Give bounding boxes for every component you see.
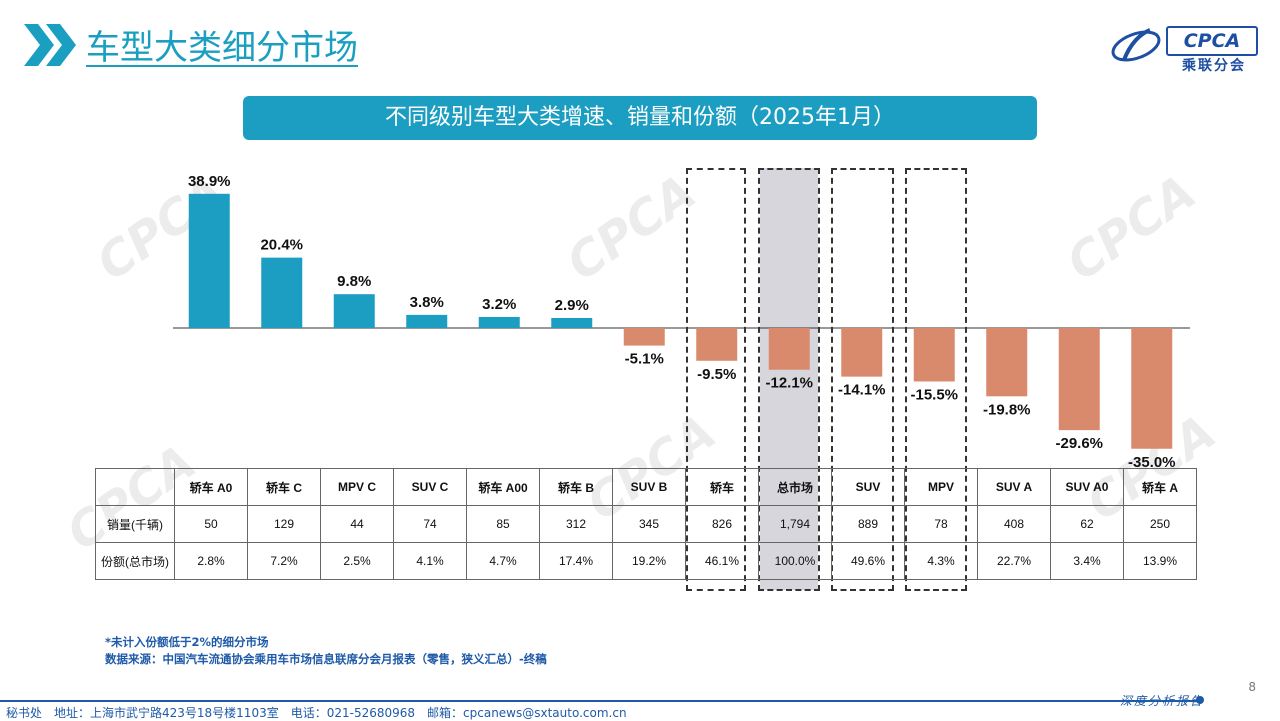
table-cell: 62 <box>1050 505 1124 543</box>
footer-divider <box>0 700 1200 702</box>
table-header-cell: 轿车 A0 <box>174 468 248 506</box>
table-row-label: 销量(千辆) <box>95 505 175 543</box>
table-cell: 345 <box>612 505 686 543</box>
table-cell: 312 <box>539 505 613 543</box>
bar <box>261 257 303 328</box>
data-label: 2.9% <box>555 297 589 314</box>
table-cell: 50 <box>174 505 248 543</box>
bar <box>1131 328 1173 449</box>
highlight-box-sedan <box>686 168 746 591</box>
table-header-cell: 总市场 <box>758 468 832 506</box>
data-label: -9.5% <box>697 366 736 383</box>
data-label: -12.1% <box>765 375 813 392</box>
bar <box>551 317 593 328</box>
table-header-cell: MPV <box>904 468 978 506</box>
table-header-cell: MPV C <box>320 468 394 506</box>
page-number: 8 <box>1248 680 1256 694</box>
bar <box>841 328 883 377</box>
cpca-logo-icon <box>1111 28 1161 62</box>
data-label: 38.9% <box>188 173 231 190</box>
table-cell: 889 <box>831 505 905 543</box>
data-label: -19.8% <box>983 401 1031 418</box>
table-header-cell: SUV C <box>393 468 467 506</box>
table-cell: 7.2% <box>247 542 321 580</box>
table-cell: 22.7% <box>977 542 1051 580</box>
table-cell: 408 <box>977 505 1051 543</box>
table-cell: 13.9% <box>1123 542 1197 580</box>
table-cell: 74 <box>393 505 467 543</box>
data-label: 20.4% <box>260 237 303 254</box>
chart-banner: 不同级别车型大类增速、销量和份额（2025年1月） <box>243 96 1037 140</box>
table-cell: 1,794 <box>758 505 832 543</box>
bar <box>1058 328 1100 431</box>
bar <box>623 328 665 346</box>
table-header-cell: SUV A <box>977 468 1051 506</box>
table-cell: 49.6% <box>831 542 905 580</box>
data-label: 9.8% <box>337 273 371 290</box>
note-data-source: 数据来源：中国汽车流通协会乘用车市场信息联席分会月报表（零售，狭义汇总）-终稿 <box>105 652 547 666</box>
table-cell: 250 <box>1123 505 1197 543</box>
data-table: 轿车 A0 轿车 C MPV C SUV C 轿车 A00 轿车 B SUV B… <box>95 468 1197 580</box>
bar <box>406 314 448 328</box>
table-header-cell: SUV <box>831 468 905 506</box>
logo-subtitle: 乘联分会 <box>1182 58 1246 74</box>
table-cell: 4.3% <box>904 542 978 580</box>
data-label: 3.8% <box>410 294 444 311</box>
table-cell: 85 <box>466 505 540 543</box>
bar <box>478 316 520 328</box>
table-cell: 4.1% <box>393 542 467 580</box>
footer-dot <box>1196 696 1204 704</box>
table-cell: 44 <box>320 505 394 543</box>
table-cell: 129 <box>247 505 321 543</box>
bar <box>333 294 375 328</box>
table-header-cell: SUV A0 <box>1050 468 1124 506</box>
table-row-label: 份额(总市场) <box>95 542 175 580</box>
bar <box>913 328 955 382</box>
table-cell: 2.5% <box>320 542 394 580</box>
logo-text: CPCA <box>1166 26 1258 56</box>
bar <box>188 193 230 328</box>
bar <box>696 328 738 361</box>
table-cell: 2.8% <box>174 542 248 580</box>
header: 车型大类细分市场 CPCA 乘联分会 <box>0 0 1280 80</box>
bar-chart: 38.9% 20.4% 9.8% 3.8% 3.2% 2.9% -5.1% -9.5% -12.… <box>173 173 1190 470</box>
table-cell: 46.1% <box>685 542 759 580</box>
note-share-threshold: *未计入份额低于2%的细分市场 <box>105 635 269 649</box>
notes: *未计入份额低于2%的细分市场 数据来源：中国汽车流通协会乘用车市场信息联席分会… <box>105 634 547 668</box>
table-cell: 826 <box>685 505 759 543</box>
data-label: -35.0% <box>1128 454 1176 470</box>
footer-address: 秘书处 地址：上海市武宁路423号18号楼1103室 电话：021-526809… <box>6 706 627 720</box>
bar <box>986 328 1028 397</box>
table-header-row: 轿车 A0 轿车 C MPV C SUV C 轿车 A00 轿车 B SUV B… <box>95 468 1197 506</box>
table-cell: 19.2% <box>612 542 686 580</box>
table-header-cell: 轿车 C <box>247 468 321 506</box>
highlight-box-suv <box>831 168 894 591</box>
bar <box>768 328 810 370</box>
table-cell: 3.4% <box>1050 542 1124 580</box>
table-header-cell: 轿车 A <box>1123 468 1197 506</box>
table-corner-cell <box>95 468 175 506</box>
table-row: 销量(千辆) 50 129 44 74 85 312 345 826 1,794… <box>95 505 1197 543</box>
table-header-cell: 轿车 B <box>539 468 613 506</box>
table-row: 份额(总市场) 2.8% 7.2% 2.5% 4.1% 4.7% 17.4% 1… <box>95 542 1197 580</box>
table-cell: 17.4% <box>539 542 613 580</box>
double-chevron-icon <box>24 24 76 66</box>
table-cell: 78 <box>904 505 978 543</box>
table-cell: 100.0% <box>758 542 832 580</box>
page-title: 车型大类细分市场 <box>86 28 358 68</box>
table-header-cell: SUV B <box>612 468 686 506</box>
table-cell: 4.7% <box>466 542 540 580</box>
data-label: 3.2% <box>482 296 516 313</box>
data-label: -14.1% <box>838 382 886 399</box>
data-label: -5.1% <box>625 351 664 368</box>
table-header-cell: 轿车 <box>685 468 759 506</box>
highlight-box-total <box>758 168 820 591</box>
data-label: -29.6% <box>1055 435 1103 452</box>
table-header-cell: 轿车 A00 <box>466 468 540 506</box>
data-label: -15.5% <box>910 386 958 403</box>
highlight-box-mpv <box>905 168 967 591</box>
